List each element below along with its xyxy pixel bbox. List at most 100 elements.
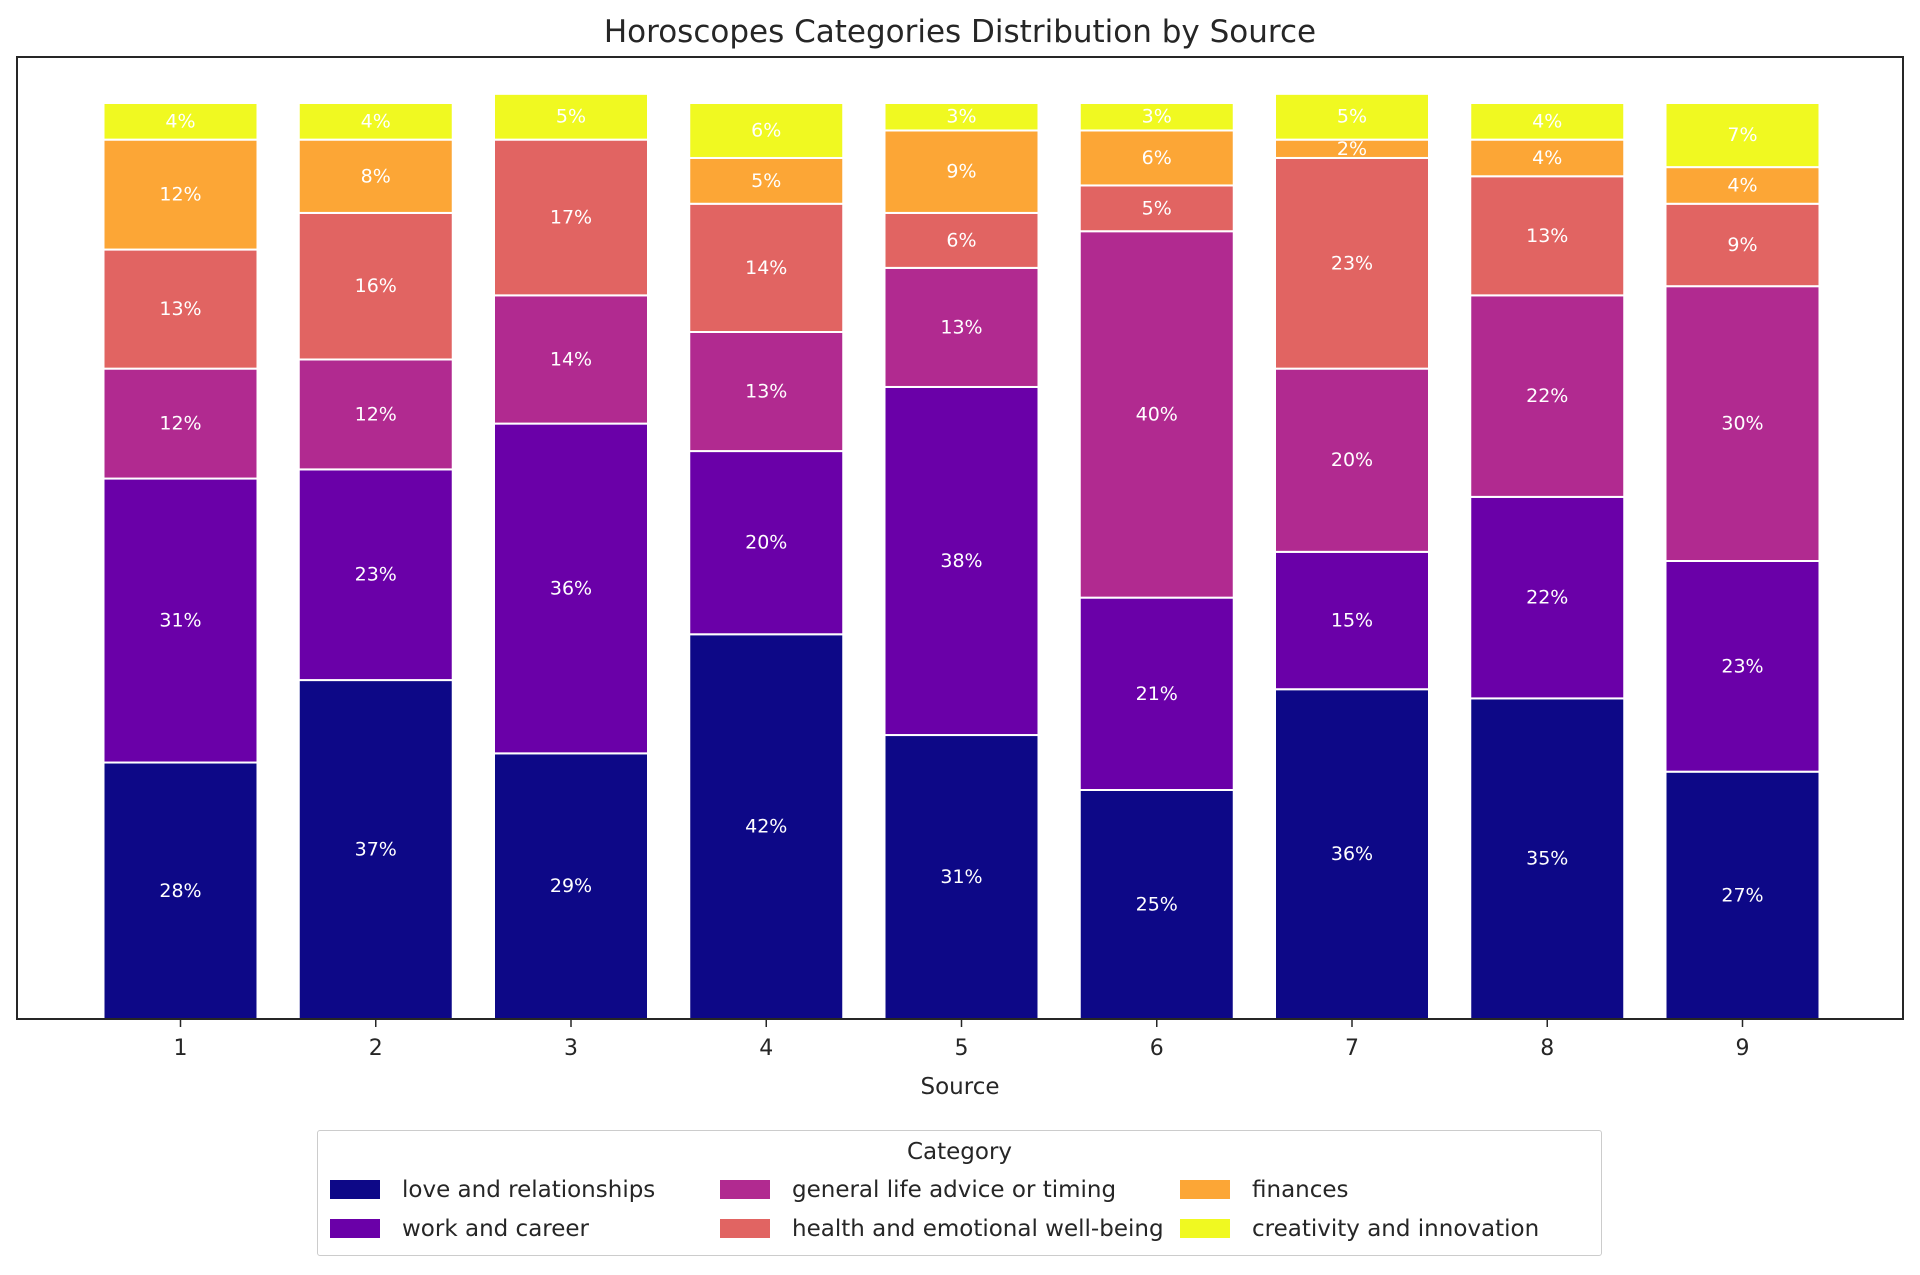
bar-work-and-career-source-7 xyxy=(1274,550,1430,691)
bar-health-and-emotional-well-being-source-1 xyxy=(102,248,259,370)
bar-love-and-relationships-source-3 xyxy=(493,752,649,1020)
bar-health-and-emotional-well-being-source-3 xyxy=(493,138,649,297)
legend-label: creativity and innovation xyxy=(1252,1215,1540,1242)
bar-work-and-career-source-4 xyxy=(688,450,845,636)
data-label: 17% xyxy=(550,207,592,229)
data-label: 8% xyxy=(361,165,391,187)
data-label: 6% xyxy=(946,229,976,251)
data-label: 42% xyxy=(745,816,787,838)
data-label: 5% xyxy=(1142,197,1172,219)
legend-item: creativity and innovation xyxy=(1180,1214,1570,1243)
x-tick-label: 8 xyxy=(1540,1036,1554,1061)
plot-frame xyxy=(16,56,1904,1020)
data-label: 5% xyxy=(751,170,781,192)
legend-item: health and emotional well-being xyxy=(720,1214,1180,1243)
data-label: 20% xyxy=(1331,449,1373,471)
data-label: 37% xyxy=(355,839,397,861)
data-label: 23% xyxy=(1331,252,1373,274)
data-label: 12% xyxy=(355,403,397,425)
bar-general-life-advice-or-timing-source-2 xyxy=(297,358,454,471)
bar-general-life-advice-or-timing-source-5 xyxy=(883,266,1040,388)
data-label: 4% xyxy=(1727,174,1757,196)
data-label: 40% xyxy=(1136,403,1178,425)
bar-creativity-and-innovation-source-8 xyxy=(1469,102,1626,141)
legend-swatch xyxy=(720,1180,770,1199)
bar-health-and-emotional-well-being-source-2 xyxy=(297,211,454,361)
legend-item: love and relationships xyxy=(330,1175,720,1204)
bar-general-life-advice-or-timing-source-6 xyxy=(1078,230,1235,599)
bar-work-and-career-source-9 xyxy=(1664,560,1821,773)
legend-swatch xyxy=(330,1180,380,1199)
data-label: 27% xyxy=(1721,884,1763,906)
bar-love-and-relationships-source-8 xyxy=(1469,697,1626,1021)
data-label: 6% xyxy=(751,119,781,141)
data-label: 9% xyxy=(946,161,976,183)
bar-love-and-relationships-source-4 xyxy=(688,633,845,1021)
bar-creativity-and-innovation-source-6 xyxy=(1078,102,1235,132)
data-label: 28% xyxy=(159,880,201,902)
bar-love-and-relationships-source-5 xyxy=(883,734,1040,1020)
bar-health-and-emotional-well-being-source-5 xyxy=(883,211,1040,269)
bar-creativity-and-innovation-source-9 xyxy=(1664,102,1821,169)
data-label: 13% xyxy=(1526,225,1568,247)
legend-label: finances xyxy=(1252,1176,1349,1203)
data-label: 4% xyxy=(165,110,195,132)
bar-love-and-relationships-source-7 xyxy=(1274,688,1430,1020)
bar-love-and-relationships-source-1 xyxy=(102,761,259,1021)
bar-health-and-emotional-well-being-source-8 xyxy=(1469,175,1626,297)
bar-love-and-relationships-source-6 xyxy=(1078,789,1235,1020)
data-label: 30% xyxy=(1721,413,1763,435)
bar-general-life-advice-or-timing-source-4 xyxy=(688,331,845,453)
legend-swatch xyxy=(720,1219,770,1238)
legend-label: health and emotional well-being xyxy=(792,1215,1164,1242)
data-label: 16% xyxy=(355,275,397,297)
data-label: 23% xyxy=(355,564,397,586)
x-tick-label: 4 xyxy=(759,1036,773,1061)
legend-title: Category xyxy=(906,1139,1013,1165)
data-label: 9% xyxy=(1727,234,1757,256)
bar-work-and-career-source-2 xyxy=(297,468,454,682)
x-tick-label: 7 xyxy=(1345,1036,1359,1061)
bar-work-and-career-source-1 xyxy=(102,477,259,764)
x-axis-label: Source xyxy=(921,1074,1000,1100)
bar-general-life-advice-or-timing-source-3 xyxy=(493,294,649,425)
data-label: 4% xyxy=(1532,110,1562,132)
legend-items: love and relationships general life advic… xyxy=(330,1175,1591,1243)
data-label: 12% xyxy=(159,184,201,206)
data-label: 22% xyxy=(1526,587,1568,609)
data-label: 13% xyxy=(159,298,201,320)
data-label: 7% xyxy=(1727,124,1757,146)
bar-creativity-and-innovation-source-5 xyxy=(883,102,1040,132)
data-label: 20% xyxy=(745,532,787,554)
data-label: 4% xyxy=(361,110,391,132)
legend-swatch xyxy=(330,1219,380,1238)
bar-creativity-and-innovation-source-7 xyxy=(1274,92,1430,141)
chart-title: Horoscopes Categories Distribution by So… xyxy=(604,14,1316,50)
bar-creativity-and-innovation-source-1 xyxy=(102,102,259,141)
data-label: 25% xyxy=(1136,894,1178,916)
data-label: 23% xyxy=(1721,655,1763,677)
legend-item: general life advice or timing xyxy=(720,1175,1180,1204)
legend-swatch xyxy=(1180,1219,1230,1238)
bar-finances-source-6 xyxy=(1078,129,1235,187)
data-label: 35% xyxy=(1526,848,1568,870)
data-label: 2% xyxy=(1337,138,1367,160)
data-label: 14% xyxy=(550,348,592,370)
bar-finances-source-1 xyxy=(102,138,259,251)
data-label: 3% xyxy=(1142,106,1172,128)
data-label: 29% xyxy=(550,875,592,897)
data-label: 12% xyxy=(159,413,201,435)
data-label: 13% xyxy=(745,381,787,403)
data-label: 36% xyxy=(1331,843,1373,865)
bar-health-and-emotional-well-being-source-4 xyxy=(688,202,845,333)
bar-work-and-career-source-8 xyxy=(1469,495,1626,700)
data-label: 21% xyxy=(1136,683,1178,705)
x-tick-label: 1 xyxy=(174,1036,188,1061)
data-label: 14% xyxy=(745,257,787,279)
data-label: 13% xyxy=(940,316,982,338)
bar-creativity-and-innovation-source-2 xyxy=(297,102,454,141)
data-label: 4% xyxy=(1532,147,1562,169)
x-axis: 1 2 3 4 5 6 7 8 9 xyxy=(174,1019,1750,1061)
